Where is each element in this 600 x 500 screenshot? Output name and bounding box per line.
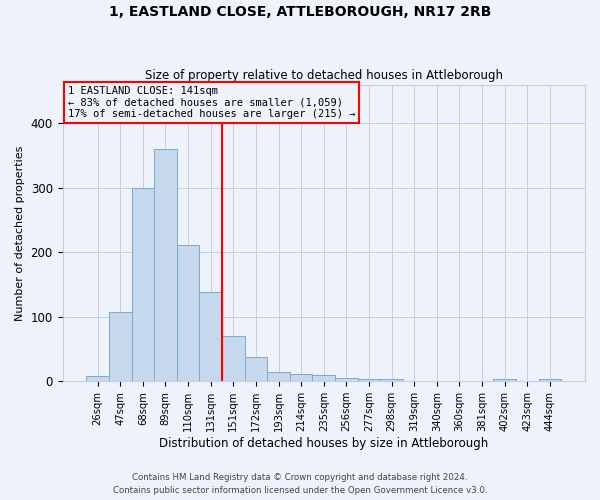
Bar — [539, 380, 561, 382]
Bar — [86, 376, 109, 382]
Bar — [313, 375, 335, 382]
Bar — [109, 312, 131, 382]
Bar — [177, 244, 199, 382]
Bar — [267, 372, 290, 382]
Y-axis label: Number of detached properties: Number of detached properties — [15, 146, 25, 320]
Bar — [358, 379, 380, 382]
Bar — [493, 379, 516, 382]
Bar — [154, 149, 177, 382]
Bar — [131, 188, 154, 382]
Title: Size of property relative to detached houses in Attleborough: Size of property relative to detached ho… — [145, 69, 503, 82]
Bar — [222, 336, 245, 382]
Bar — [199, 292, 222, 382]
Bar — [245, 357, 267, 382]
Bar — [380, 380, 403, 382]
Bar — [403, 380, 425, 382]
Bar — [290, 374, 313, 382]
Text: 1 EASTLAND CLOSE: 141sqm
← 83% of detached houses are smaller (1,059)
17% of sem: 1 EASTLAND CLOSE: 141sqm ← 83% of detach… — [68, 86, 355, 119]
Text: Contains HM Land Registry data © Crown copyright and database right 2024.
Contai: Contains HM Land Registry data © Crown c… — [113, 474, 487, 495]
X-axis label: Distribution of detached houses by size in Attleborough: Distribution of detached houses by size … — [159, 437, 488, 450]
Bar — [335, 378, 358, 382]
Text: 1, EASTLAND CLOSE, ATTLEBOROUGH, NR17 2RB: 1, EASTLAND CLOSE, ATTLEBOROUGH, NR17 2R… — [109, 5, 491, 19]
